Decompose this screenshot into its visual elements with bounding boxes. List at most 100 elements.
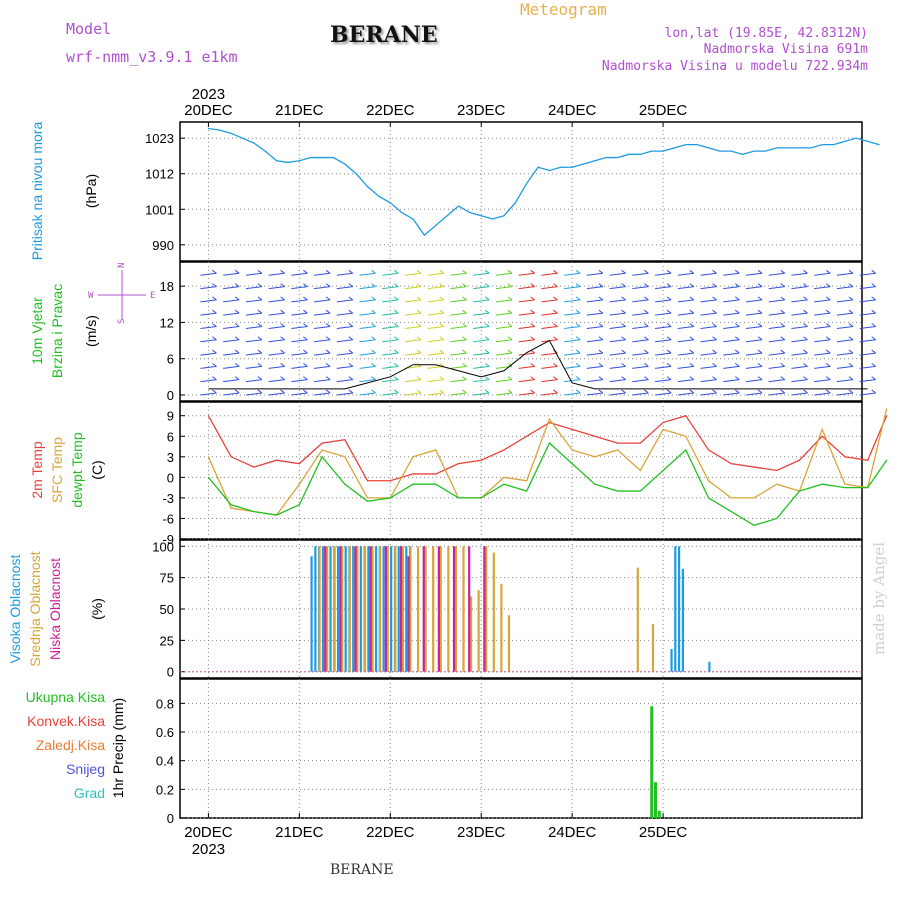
pressure-point xyxy=(844,140,846,142)
wind-arrowhead xyxy=(212,296,217,301)
wind-arrow xyxy=(791,312,808,316)
wind-arrow xyxy=(518,299,535,303)
temp-point xyxy=(707,449,710,451)
cloud-bar xyxy=(469,596,473,672)
wind-arrowhead xyxy=(507,362,513,367)
cloud-bar xyxy=(492,552,495,672)
wind-arrow xyxy=(632,325,649,329)
wind-arrowhead xyxy=(734,323,740,327)
wind-arrow xyxy=(836,392,854,396)
wind-arrowhead xyxy=(348,389,354,394)
pressure-point xyxy=(287,161,289,164)
wind-arrow xyxy=(677,365,694,369)
pressure-point xyxy=(867,140,869,142)
wind-arrow xyxy=(382,299,399,303)
wind-arrow xyxy=(518,272,535,276)
pressure-point xyxy=(582,163,585,165)
wind-arrowhead xyxy=(484,309,490,314)
pressure-ylabel: Pritisak na nivou mora xyxy=(29,122,45,261)
wind-arrowhead xyxy=(871,323,876,327)
temp-point xyxy=(867,487,869,489)
pressure-point xyxy=(617,156,619,159)
wind-arrowhead xyxy=(757,296,763,301)
wind-arrowhead xyxy=(598,336,604,341)
wind-arrowhead xyxy=(575,269,581,274)
wind-arrow xyxy=(473,339,490,343)
wind-arrow xyxy=(427,312,444,316)
wind-arrowhead xyxy=(439,389,445,394)
temp-point xyxy=(548,421,551,424)
wind-arrow xyxy=(655,299,672,303)
wind-arrow xyxy=(564,286,581,290)
temp-ylabel-sfc: SFC Temp xyxy=(49,437,65,503)
wind-arrow xyxy=(450,379,467,383)
wind-arrow xyxy=(404,325,422,329)
wind-arrowhead xyxy=(439,283,445,287)
wind-arrow xyxy=(586,365,603,369)
wind-arrowhead xyxy=(553,376,558,381)
clouds-ytick-label: 25 xyxy=(160,633,174,648)
wind-arrow xyxy=(314,286,331,290)
wind-arrow xyxy=(768,286,785,290)
temp-point xyxy=(480,459,482,461)
wind-arrow xyxy=(609,352,626,356)
top-xtick-label: 22DEC xyxy=(366,102,415,119)
temp-point xyxy=(617,449,619,451)
wind-arrow xyxy=(314,299,331,303)
temp-point xyxy=(503,476,505,478)
wind-arrow xyxy=(677,379,694,383)
temp-point xyxy=(321,456,323,458)
wind-arrowhead xyxy=(234,323,240,327)
wind-arrowhead xyxy=(644,269,649,274)
wind-arrowhead xyxy=(644,389,649,394)
wind-arrowhead xyxy=(280,389,285,394)
cloud-bar xyxy=(405,546,408,672)
wind-arrow xyxy=(495,272,513,276)
wind-arrow xyxy=(541,286,558,290)
wind-arrow xyxy=(586,312,603,316)
temp-point xyxy=(298,463,300,465)
precip-panel-frame xyxy=(179,678,863,819)
wind-arrow xyxy=(336,392,353,396)
wind-ytick-label: 0 xyxy=(167,388,174,403)
compass-north-label: N xyxy=(117,263,127,268)
wind-arrowhead xyxy=(757,389,763,394)
wind-arrowhead xyxy=(212,269,217,274)
pressure-point xyxy=(310,156,312,159)
cloud-bar xyxy=(407,556,410,672)
temperature-ytick-label: 3 xyxy=(167,450,174,465)
temp-point xyxy=(639,442,641,444)
wind-arrowhead xyxy=(462,362,467,367)
wind-arrowhead xyxy=(780,336,786,341)
wind-arrow xyxy=(268,312,285,316)
wind-arrow xyxy=(314,272,331,276)
cloud-bar xyxy=(674,546,677,672)
temp-point xyxy=(457,497,460,499)
temp-series-line-2 xyxy=(207,442,888,527)
wind-arrowhead xyxy=(712,362,717,367)
pressure-point xyxy=(730,150,732,152)
wind-arrowhead xyxy=(439,323,445,327)
pressure-point xyxy=(673,147,676,149)
wind-arrow xyxy=(450,352,467,356)
temp-point xyxy=(412,483,414,485)
bottom-xtick-label: 23DEC xyxy=(457,824,506,841)
cloud-bar xyxy=(394,546,397,672)
wind-arrow xyxy=(359,365,376,369)
wind-arrow xyxy=(791,392,808,396)
wind-arrow xyxy=(677,272,694,276)
wind-arrowhead xyxy=(621,323,626,327)
wind-arrowhead xyxy=(666,389,672,394)
wind-arrowhead xyxy=(484,269,490,274)
cloud-bar xyxy=(447,546,450,672)
wind-arrow xyxy=(632,352,649,356)
wind-arrowhead xyxy=(507,296,513,301)
wind-arrowhead xyxy=(666,349,672,354)
wind-arrowhead xyxy=(734,362,740,367)
wind-arrow xyxy=(518,352,535,356)
wind-arrowhead xyxy=(393,336,399,341)
wind-arrow xyxy=(404,272,422,276)
wind-arrowhead xyxy=(325,323,331,327)
wind-arrowhead xyxy=(871,283,876,287)
wind-arrow xyxy=(791,365,808,369)
